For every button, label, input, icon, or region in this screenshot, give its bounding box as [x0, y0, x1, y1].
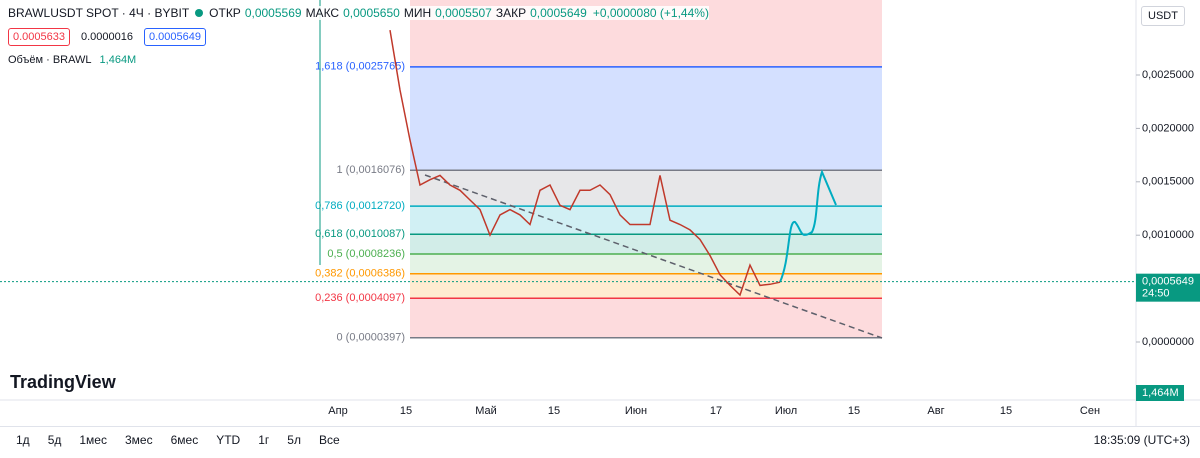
fib-label: 0 (0,0000397) — [337, 332, 406, 344]
range-button[interactable]: 1мес — [79, 433, 107, 447]
range-button[interactable]: Все — [318, 433, 340, 447]
range-button[interactable]: 3мес — [124, 433, 153, 447]
bid[interactable]: 0.0005633 — [8, 28, 70, 46]
y-tick-label: 0,0010000 — [1142, 229, 1194, 241]
range-button[interactable]: 5л — [287, 433, 301, 447]
fib-label: 0,382 (0,0006386) — [315, 268, 405, 280]
ohlc-label: ЗАКР — [495, 6, 527, 20]
y-tick-label: 0,0015000 — [1142, 176, 1194, 188]
volume-legend: Объём · BRAWL 1,464M — [8, 54, 136, 66]
x-tick-label: 15 — [548, 405, 560, 417]
volume-label: Объём · BRAWL — [8, 54, 92, 66]
fib-label: 1 (0,0016076) — [337, 164, 406, 176]
last-price-badge — [1136, 273, 1200, 302]
clock: 18:35:09 (UTC+3) — [1093, 433, 1190, 447]
fib-band — [410, 206, 882, 235]
fib-band — [410, 254, 882, 274]
quote: 0.0005633 0.0000016 0.0005649 — [8, 28, 206, 46]
x-tick-label: 15 — [1000, 405, 1012, 417]
ohlc-value: 0,0005507 — [435, 6, 492, 20]
change: +0,0000080 (+1,44%) — [592, 6, 709, 20]
projection — [779, 169, 837, 283]
x-tick-label: 15 — [400, 405, 412, 417]
brand: TradingView — [10, 372, 116, 392]
x-tick-label: Сен — [1080, 405, 1100, 417]
x-tick-label: 15 — [848, 405, 860, 417]
volume-badge-bg — [1136, 385, 1184, 401]
last-price-label: 0,0005649 — [1142, 276, 1194, 288]
range-button[interactable]: 1д — [16, 433, 30, 447]
x-tick-label: Май — [475, 405, 497, 417]
ohlc-label: МИН — [403, 6, 432, 20]
fib-label: 1,618 (0,0025765) — [315, 61, 405, 73]
fib-band — [410, 298, 882, 338]
y-tick-label: 0,0020000 — [1142, 122, 1194, 134]
fib-band — [410, 170, 882, 207]
fib-band — [410, 234, 882, 255]
fib-label: 0,618 (0,0010087) — [315, 228, 405, 240]
ohlc-value: 0,0005649 — [530, 6, 587, 20]
price-line — [389, 29, 781, 297]
fib-band — [410, 273, 882, 299]
ohlc-label: ОТКР — [209, 6, 241, 20]
x-tick-label: Июл — [775, 405, 797, 417]
ohlc-value: 0,0005569 — [244, 6, 302, 20]
volume-badge: 1,464M — [1142, 387, 1179, 399]
fib-label: 0,5 (0,0008236) — [327, 248, 405, 260]
x-tick-label: 17 — [710, 405, 722, 417]
countdown: 24:50 — [1142, 288, 1170, 300]
volume-value: 1,464M — [99, 54, 137, 66]
ask[interactable]: 0.0005649 — [144, 28, 206, 46]
range-button[interactable]: YTD — [216, 433, 241, 447]
range-button[interactable]: 1г — [258, 433, 270, 447]
x-tick-label: Июн — [625, 405, 647, 417]
range-button[interactable]: 5д — [47, 433, 62, 447]
currency[interactable]: USDT — [1141, 6, 1185, 26]
toolbar: 1д 5д 1мес 3мес 6мес YTD 1г 5л Все 18:35:09 (UTC… — [0, 426, 1200, 453]
ohlc-value: 0,0005650 — [343, 6, 400, 20]
fib-label: 0,786 (0,0012720) — [315, 200, 405, 212]
x-tick-label: Апр — [328, 405, 347, 417]
status-dot — [195, 9, 204, 17]
x-tick-label: Авг — [927, 405, 944, 417]
fib-label: 0,236 (0,0004097) — [315, 292, 405, 304]
y-tick-label: 0,0025000 — [1142, 69, 1194, 81]
spread: 0.0000016 — [81, 31, 133, 43]
symbol[interactable]: BRAWLUSDT SPOT · 4Ч · BYBIT — [8, 6, 190, 20]
fib-band — [410, 66, 882, 171]
y-tick-label: 0,0000000 — [1142, 336, 1194, 348]
ohlc: ОТКР 0,0005569 МАКС 0,0005650 МИН 0,0005507 ЗА… — [209, 6, 587, 20]
legend: BRAWLUSDT SPOT · 4Ч · BYBIT ОТКР 0,000556… — [8, 6, 709, 20]
range-button[interactable]: 6мес — [170, 433, 199, 447]
trend-line — [424, 174, 883, 339]
ohlc-label: МАКС — [305, 6, 340, 20]
